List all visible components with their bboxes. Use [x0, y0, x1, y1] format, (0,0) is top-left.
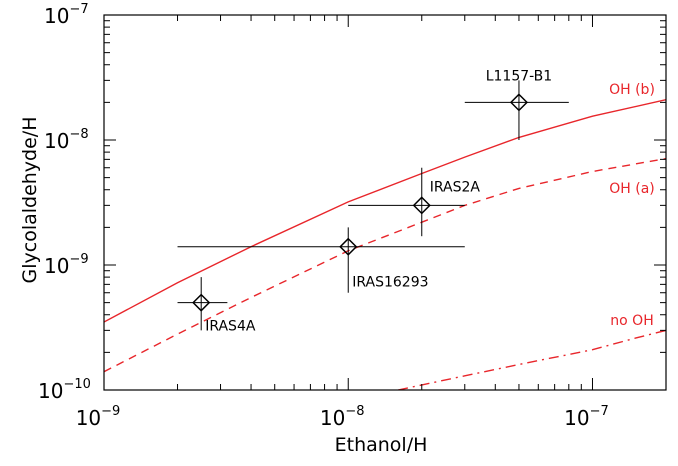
- point-label: IRAS16293: [352, 275, 428, 291]
- data-point: IRAS4A: [177, 277, 256, 335]
- point-label: IRAS2A: [430, 179, 481, 195]
- model-curves: [104, 99, 666, 390]
- x-tick-label: 10−7: [564, 404, 609, 430]
- plot-frame: [103, 14, 667, 391]
- data-point: L1157-B1: [464, 68, 569, 140]
- curve-labels: OH (b) OH (a) no OH: [609, 82, 655, 329]
- data-point: IRAS16293: [177, 227, 465, 293]
- y-tick-label: 10−9: [44, 252, 89, 278]
- x-axis-title: Ethanol/H: [335, 434, 428, 456]
- y-tick-label: 10−8: [44, 127, 89, 153]
- series-line-2: [104, 157, 666, 373]
- data-points: IRAS4A IRAS16293 IRAS2A L1157-B1: [177, 68, 569, 335]
- point-label: L1157-B1: [486, 68, 553, 84]
- y-tick-label: 10−7: [44, 2, 89, 28]
- axis-ticks: [103, 14, 667, 391]
- point-label: IRAS4A: [205, 319, 256, 335]
- data-point: IRAS2A: [348, 167, 481, 237]
- y-axis-title: Glycolaldehyde/H: [19, 117, 41, 284]
- diamond-marker: [509, 93, 529, 112]
- diamond-marker: [412, 196, 431, 215]
- x-tick-label: 10−8: [320, 404, 365, 430]
- diamond-marker: [192, 293, 211, 312]
- series-label-2: OH (a): [609, 181, 655, 197]
- series-label-3: no OH: [610, 313, 653, 329]
- y-tick-label: 10−10: [38, 377, 91, 403]
- diamond-marker: [339, 237, 358, 256]
- series-line-3: [397, 329, 666, 390]
- x-tick-label: 10−9: [76, 404, 121, 430]
- series-label-1: OH (b): [609, 82, 655, 98]
